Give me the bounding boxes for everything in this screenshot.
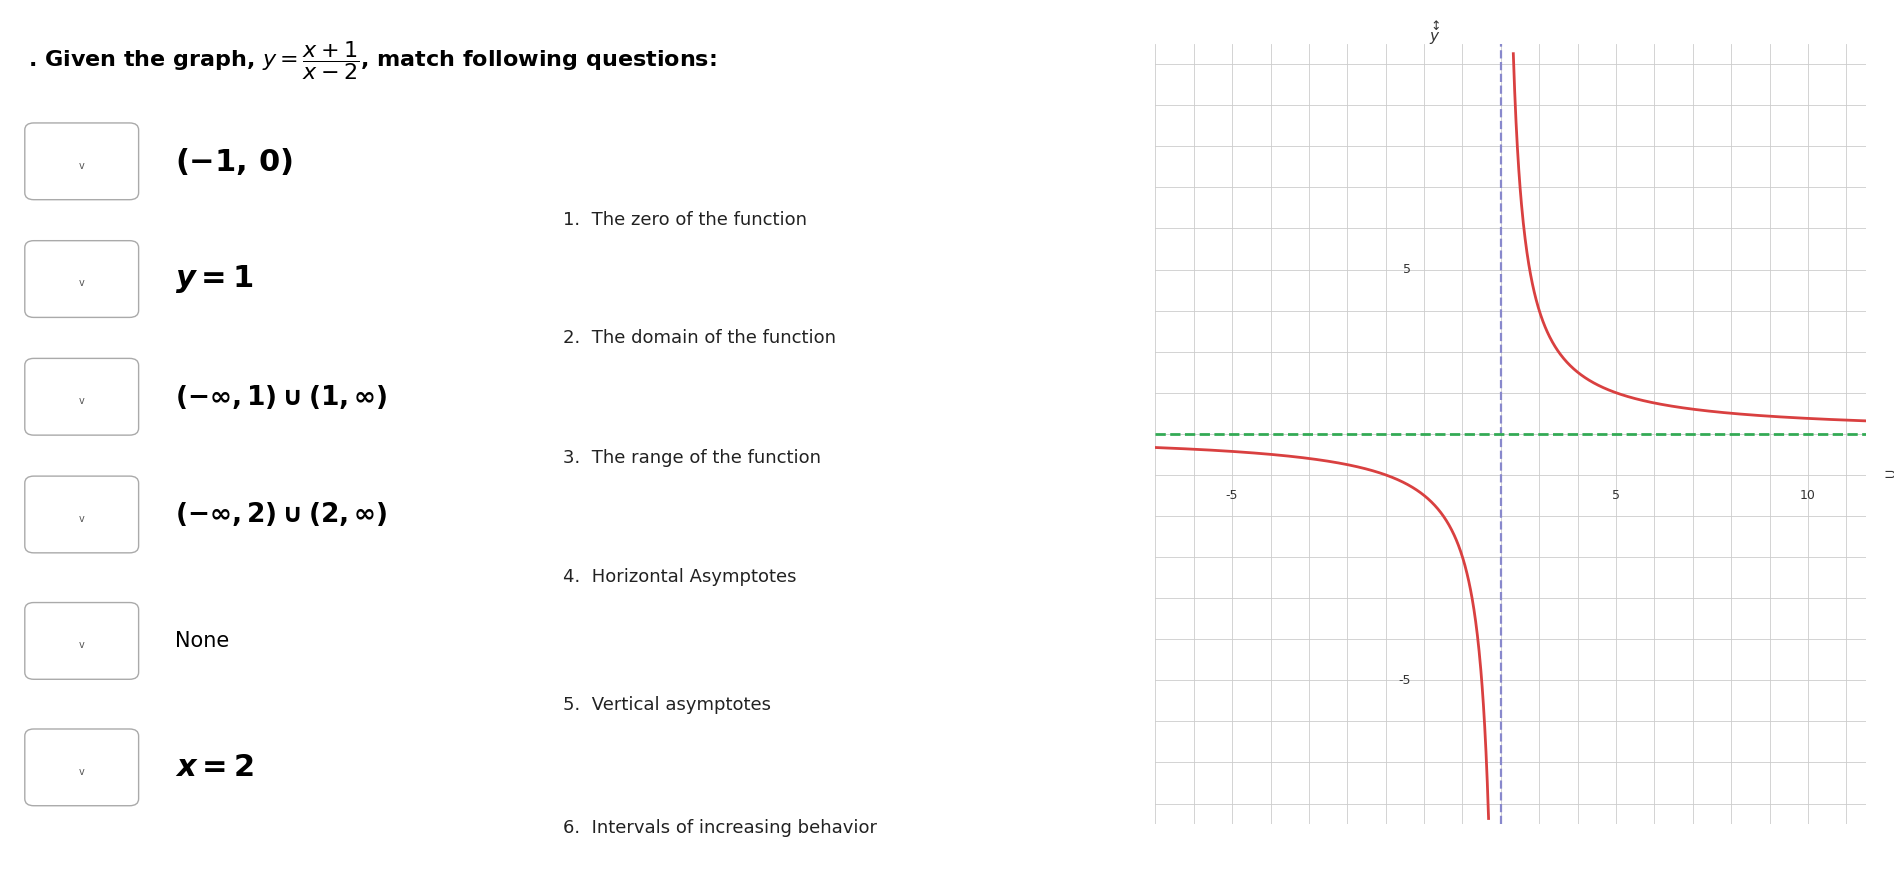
Text: 6.  Intervals of increasing behavior: 6. Intervals of increasing behavior	[564, 820, 877, 837]
Text: v: v	[80, 514, 85, 524]
Text: $\mathbf{(-1,\,0)}$: $\mathbf{(-1,\,0)}$	[174, 146, 292, 177]
Text: v: v	[80, 766, 85, 777]
Text: 1.  The zero of the function: 1. The zero of the function	[564, 211, 807, 228]
Text: $\boldsymbol{y=1}$: $\boldsymbol{y=1}$	[174, 263, 254, 295]
Text: v: v	[80, 278, 85, 289]
Text: 10: 10	[1799, 489, 1816, 502]
FancyBboxPatch shape	[25, 729, 138, 806]
Text: -5: -5	[1398, 674, 1411, 687]
Text: v: v	[80, 640, 85, 651]
FancyBboxPatch shape	[25, 241, 138, 317]
Text: $\updownarrow$: $\updownarrow$	[1428, 19, 1439, 33]
Text: -5: -5	[1225, 489, 1239, 502]
Text: v: v	[80, 396, 85, 406]
Text: y: y	[1430, 29, 1438, 44]
Text: $\supset$x: $\supset$x	[1881, 467, 1894, 482]
Text: $\mathbf{(-\infty,1)\cup(1,\infty)}$: $\mathbf{(-\infty,1)\cup(1,\infty)}$	[174, 383, 388, 411]
Text: 4.  Horizontal Asymptotes: 4. Horizontal Asymptotes	[564, 569, 797, 586]
FancyBboxPatch shape	[25, 123, 138, 200]
Text: 3.  The range of the function: 3. The range of the function	[564, 449, 822, 467]
Text: None: None	[174, 631, 229, 651]
Text: . Given the graph, $y = \dfrac{x+1}{x-2}$, match following questions:: . Given the graph, $y = \dfrac{x+1}{x-2}…	[28, 39, 716, 82]
Text: v: v	[80, 160, 85, 171]
Text: 2.  The domain of the function: 2. The domain of the function	[564, 330, 837, 347]
Text: $\boldsymbol{x=2}$: $\boldsymbol{x=2}$	[174, 753, 254, 782]
Text: 5.  Vertical asymptotes: 5. Vertical asymptotes	[564, 696, 771, 713]
FancyBboxPatch shape	[25, 358, 138, 435]
Text: 5: 5	[1612, 489, 1619, 502]
FancyBboxPatch shape	[25, 476, 138, 553]
Text: 5: 5	[1403, 263, 1411, 276]
Text: $\mathbf{(-\infty,2)\cup(2,\infty)}$: $\mathbf{(-\infty,2)\cup(2,\infty)}$	[174, 501, 388, 528]
FancyBboxPatch shape	[25, 603, 138, 679]
